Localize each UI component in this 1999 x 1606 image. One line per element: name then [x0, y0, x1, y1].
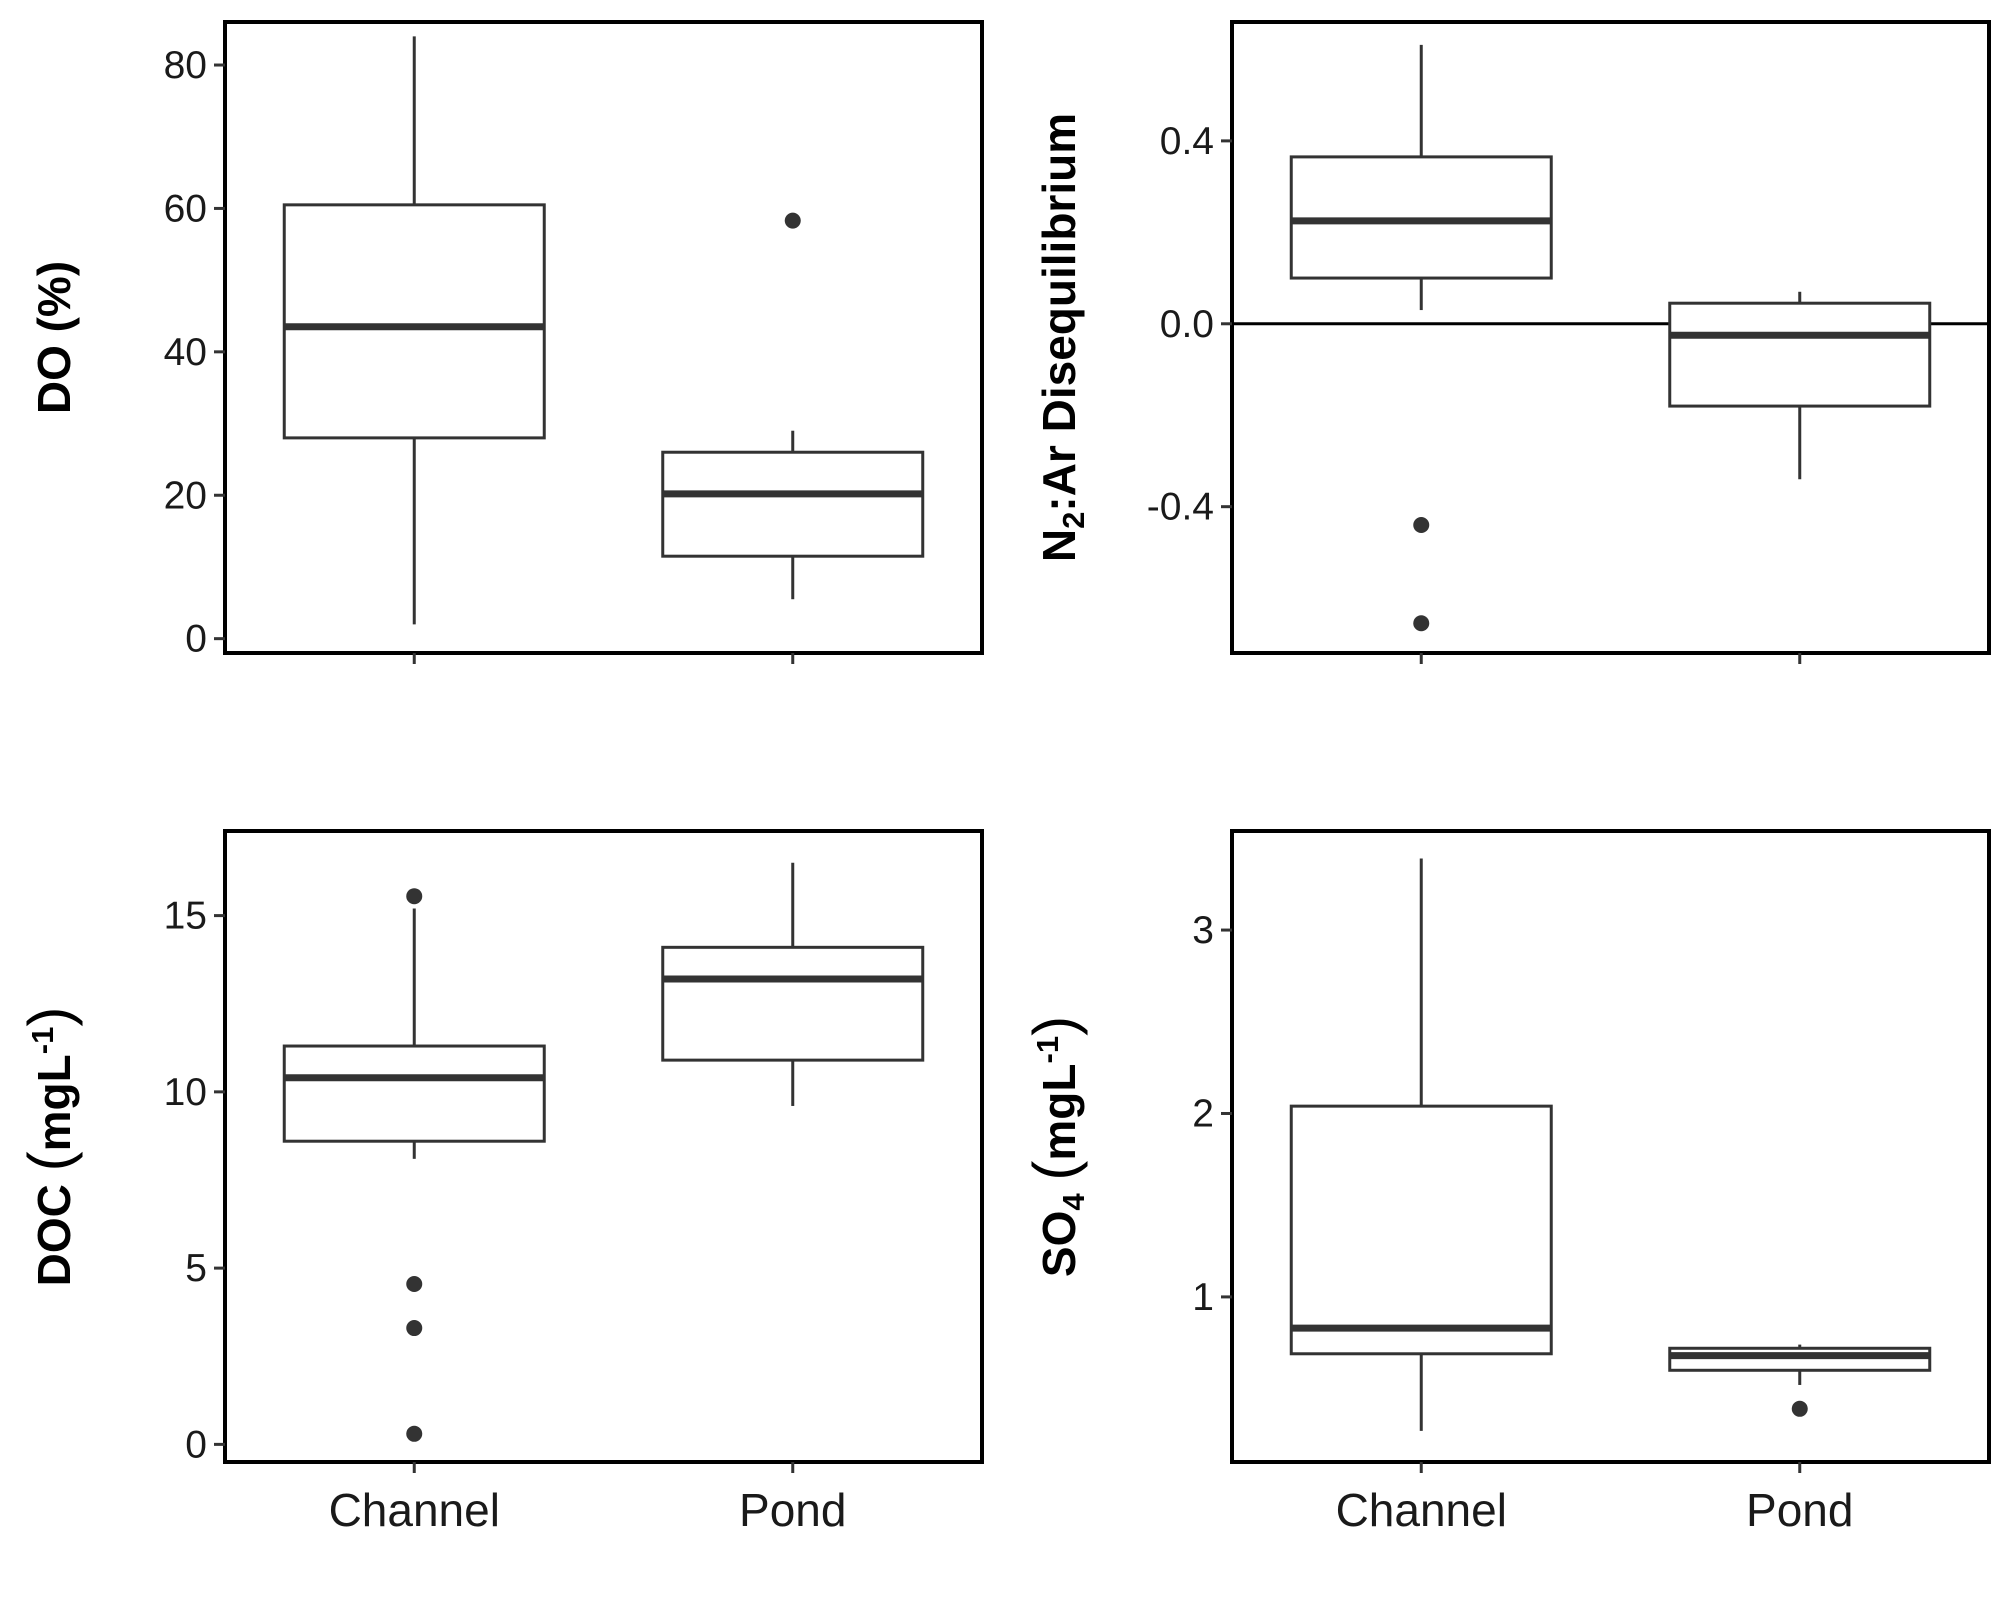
y-tick-label: 80	[164, 44, 207, 87]
y-tick-label: 0.0	[1160, 303, 1214, 346]
outlier-point	[1791, 1400, 1808, 1417]
y-tick-label: 1	[1192, 1276, 1214, 1319]
y-tick-label: 60	[164, 187, 207, 230]
y-tick-label: 2	[1192, 1092, 1214, 1135]
panel-doc: 0 5 10 15 Channel Pond DOC (mgL-1)	[16, 829, 984, 1536]
panel-do: 0 20 40 60 80 DO (%)	[28, 20, 984, 664]
y-tick-label: 5	[185, 1247, 207, 1290]
panel-frame	[223, 20, 984, 655]
panel-frame	[223, 829, 984, 1464]
panel-frame	[1230, 829, 1991, 1464]
y-axis-title: DO (%)	[28, 261, 80, 414]
y-tick-label: 10	[164, 1071, 207, 1114]
y-tick-label: 20	[164, 474, 207, 517]
outlier-point	[406, 1425, 423, 1442]
outlier-point	[784, 212, 801, 229]
y-tick-label: -0.4	[1147, 486, 1214, 529]
y-tick-label: 15	[164, 895, 207, 938]
outlier-point	[1413, 615, 1430, 632]
y-axis-title: SO4 (mgL-1)	[1021, 1016, 1091, 1277]
box-channel	[1289, 858, 1553, 1431]
box-iqr	[1289, 1104, 1553, 1356]
box-channel	[282, 888, 546, 1442]
box-iqr	[661, 450, 925, 558]
x-tick-label: Pond	[1746, 1484, 1853, 1536]
box-pond	[1668, 291, 1932, 480]
outlier-point	[406, 1320, 423, 1337]
y-tick-label: 0.4	[1160, 120, 1214, 163]
box-iqr	[1668, 1346, 1932, 1372]
box-iqr	[282, 203, 546, 440]
x-tick-label: Pond	[739, 1484, 846, 1536]
panel-n2-ar: -0.4 0.0 0.4 N2:Ar Disequilibrium	[1033, 20, 1991, 664]
outlier-point	[406, 888, 423, 905]
y-axis-title: DOC (mgL-1)	[16, 1007, 83, 1287]
box-pond	[1668, 1344, 1932, 1417]
box-pond	[661, 862, 925, 1106]
outlier-point	[1413, 516, 1430, 533]
box-channel	[282, 36, 546, 625]
panel-frame	[1230, 20, 1991, 655]
y-tick-label: 3	[1192, 909, 1214, 952]
x-tick-label: Channel	[1336, 1484, 1507, 1536]
x-tick-label: Channel	[329, 1484, 500, 1536]
y-tick-label: 40	[164, 331, 207, 374]
y-tick-label: 0	[185, 1423, 207, 1466]
box-iqr	[282, 1044, 546, 1143]
outlier-point	[406, 1275, 423, 1292]
box-iqr	[661, 945, 925, 1062]
box-channel	[1289, 44, 1553, 632]
panel-so4: 1 2 3 Channel Pond SO4 (mgL-1)	[1021, 829, 1991, 1536]
box-iqr	[1668, 301, 1932, 408]
y-tick-label: 0	[185, 618, 207, 661]
box-pond	[661, 212, 925, 600]
y-axis-title: N2:Ar Disequilibrium	[1033, 113, 1091, 562]
